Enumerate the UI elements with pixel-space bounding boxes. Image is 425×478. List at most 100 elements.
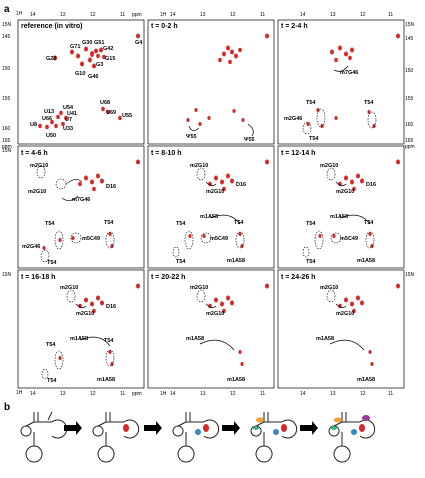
top-tick-13: 13: [60, 12, 66, 18]
top-tick-11: 11: [120, 12, 125, 18]
label-m2G10: m2G10: [190, 163, 208, 169]
label-T54: T54: [104, 338, 114, 344]
label-m2G10: m2G10: [76, 311, 94, 317]
left-tick-165: 165: [2, 138, 11, 144]
panel-a-label: a: [4, 4, 10, 15]
label-m1A58: m1A58: [97, 377, 115, 383]
right-tick-150: 150: [405, 68, 414, 74]
bottom-tick-13: 13: [60, 391, 66, 397]
top-tick-11-2: 11: [260, 12, 265, 18]
right-tick-160: 160: [405, 122, 414, 128]
top-ppm: ppm: [132, 12, 142, 18]
panel-title: t = 12-14 h: [281, 150, 315, 157]
arrow-right-icon: [300, 421, 318, 435]
dashed-loop: [235, 231, 245, 249]
label-m2G10: m2G10: [336, 189, 354, 195]
label-m1A58: m1A58: [357, 377, 375, 383]
panel-t-12-14: t = 12-14 h m2G10 m2G10 D16 m1A58 T54 m5…: [277, 145, 405, 269]
bottom-tick-14-3: 14: [300, 391, 306, 397]
bottom-tick-12-2: 12: [230, 391, 236, 397]
top-tick-12-3: 12: [360, 12, 366, 18]
arrow: [79, 336, 111, 347]
label-m7G46: m7G46: [340, 70, 358, 76]
top-tick-14-3: 14: [300, 12, 306, 18]
right-n-unit: 15N: [405, 22, 415, 28]
right-tick-145: 145: [405, 36, 414, 42]
dashed-loop: [54, 230, 64, 250]
left-n-unit-row2: 15N: [2, 148, 12, 154]
left-tick-160: 160: [2, 126, 11, 132]
right-ppm: ppm: [405, 144, 415, 150]
trna-schematic-5: [328, 412, 376, 463]
label-m2G10: m2G10: [206, 189, 224, 195]
top-tick-12: 12: [90, 12, 96, 18]
arrow-right-icon: [222, 421, 240, 435]
label-G15: G15: [105, 56, 115, 62]
arrow: [335, 181, 347, 186]
bottom-tick-14-2: 14: [170, 391, 176, 397]
arrow: [247, 123, 254, 137]
arrow-right-icon: [144, 421, 162, 435]
panel-title: t = 4-6 h: [21, 150, 48, 157]
label-U41: U41: [67, 111, 77, 117]
arrow: [209, 214, 241, 225]
label-U54: U54: [63, 105, 74, 111]
label-T54: T54: [45, 221, 55, 227]
arrow: [75, 303, 87, 308]
arrow: [339, 214, 371, 225]
arrow: [205, 303, 217, 308]
label-G71: G71: [70, 44, 80, 50]
label-D16: D16: [236, 182, 246, 188]
left-tick-155: 155: [2, 96, 11, 102]
label-m2G10: m2G10: [28, 189, 46, 195]
trna-schematic-3: [172, 412, 220, 463]
label-T54: T54: [47, 378, 57, 384]
top-h-unit: 1H: [16, 11, 23, 17]
top-tick-11-3: 11: [388, 12, 393, 18]
label-m1A58: m1A58: [70, 336, 88, 342]
label-m1A58: m1A58: [227, 258, 245, 264]
dashed-loop: [172, 246, 180, 258]
dashed-loop: [196, 167, 206, 181]
label-m1A58: m1A58: [227, 377, 245, 383]
dashed-loop: [70, 232, 82, 244]
arrow: [205, 181, 217, 186]
left-n-unit: 15N: [2, 22, 12, 28]
label-T54: T54: [176, 221, 186, 227]
label-m1A58: m1A58: [200, 214, 218, 220]
label-m2G10: m2G10: [30, 163, 48, 169]
label-G10: G10: [75, 71, 85, 77]
peaks: [208, 283, 269, 366]
label-G51: G51: [94, 40, 104, 46]
arrow: [61, 195, 79, 201]
label-psi55-1: Ψ55: [186, 134, 197, 140]
dashed-loop: [316, 108, 326, 128]
label-m1A58: m1A58: [330, 214, 348, 220]
panel-title: t = 0-2 h: [151, 23, 178, 30]
top-tick-12-2: 12: [230, 12, 236, 18]
label-m1A58: m1A58: [357, 258, 375, 264]
bottom-tick-11-3: 11: [388, 391, 393, 397]
dashed-loop: [54, 350, 64, 370]
dashed-loop: [330, 232, 342, 244]
label-m7G46: m7G46: [72, 197, 90, 203]
label-T54: T54: [46, 342, 56, 348]
dashed-loop: [105, 231, 115, 249]
dashed-loop: [365, 231, 375, 249]
bottom-tick-11: 11: [120, 391, 125, 397]
label-T54: T54: [104, 220, 114, 226]
panel-t-20-22: t = 20-22 h m2G10 m2G10 m1A58 m1A58: [147, 269, 275, 389]
label-D16: D16: [106, 304, 116, 310]
dashed-loop: [367, 111, 377, 129]
label-U7: U7: [65, 117, 72, 123]
right-tick-155: 155: [405, 96, 414, 102]
bottom-tick-14: 14: [30, 391, 36, 397]
panel-title: t = 24-26 h: [281, 274, 315, 281]
label-m2G46: m2G46: [22, 244, 40, 250]
bottom-tick-12-3: 12: [360, 391, 366, 397]
dashed-loop: [326, 167, 336, 181]
label-m5C49: m5C49: [210, 236, 228, 242]
dashed-loop: [66, 289, 76, 303]
bottom-tick-12: 12: [90, 391, 96, 397]
label-G22: G22: [46, 56, 56, 62]
